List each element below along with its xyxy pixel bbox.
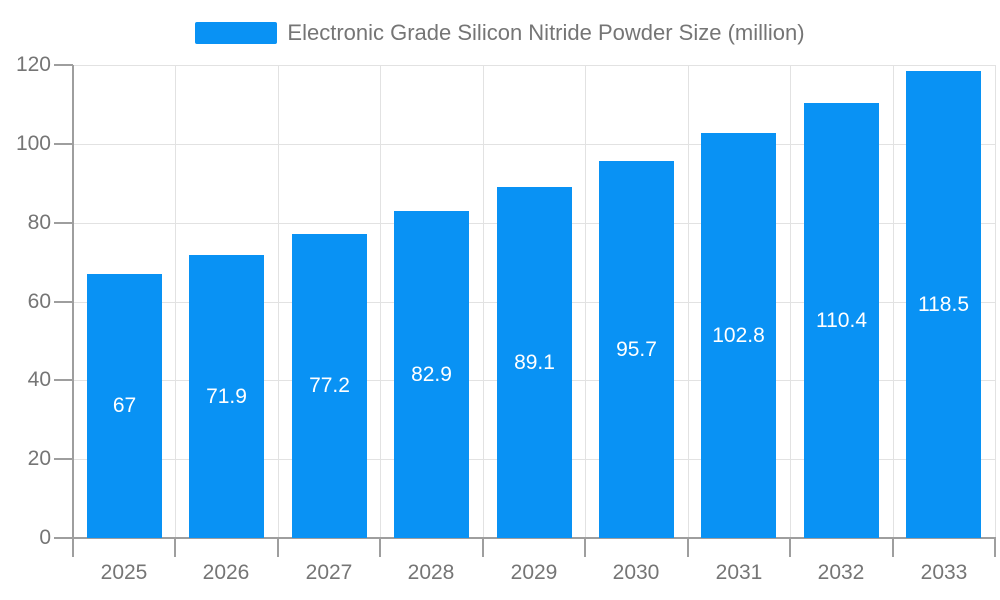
y-axis-tick [54, 379, 73, 381]
x-axis-label: 2025 [100, 561, 148, 584]
legend-swatch[interactable] [195, 22, 278, 44]
chart-legend[interactable]: Electronic Grade Silicon Nitride Powder … [0, 20, 1000, 46]
gridline-horizontal [73, 65, 995, 66]
bar-2030[interactable]: 95.7 [599, 161, 674, 538]
gridline-vertical [483, 65, 484, 538]
legend-label[interactable]: Electronic Grade Silicon Nitride Powder … [287, 20, 805, 45]
bar-2029[interactable]: 89.1 [497, 187, 572, 538]
x-axis-label: 2029 [510, 561, 558, 584]
gridline-vertical [175, 65, 176, 538]
y-axis-label: 40 [27, 368, 51, 391]
gridline-vertical [278, 65, 279, 538]
bar-value-label: 71.9 [206, 384, 247, 408]
x-axis-tick [379, 538, 381, 557]
x-axis-label: 2032 [817, 561, 865, 584]
x-axis-tick [994, 538, 996, 557]
x-axis-tick [174, 538, 176, 557]
bar-2028[interactable]: 82.9 [394, 211, 469, 538]
x-axis-tick [892, 538, 894, 557]
y-axis-label: 0 [39, 526, 51, 549]
x-axis-tick [584, 538, 586, 557]
bar-value-label: 110.4 [816, 308, 867, 332]
y-axis-label: 60 [27, 290, 51, 313]
bar-value-label: 102.8 [712, 323, 765, 347]
x-axis-tick [482, 538, 484, 557]
bar-2033[interactable]: 118.5 [906, 71, 981, 538]
bar-value-label: 82.9 [411, 362, 452, 386]
y-axis-tick [54, 458, 73, 460]
x-axis-label: 2028 [407, 561, 455, 584]
y-axis-line [72, 65, 74, 539]
y-axis-tick [54, 64, 73, 66]
x-axis-label: 2030 [612, 561, 660, 584]
bar-value-label: 118.5 [918, 292, 969, 316]
x-axis-tick [72, 538, 74, 557]
y-axis-label: 100 [15, 132, 51, 155]
bar-value-label: 67 [112, 394, 137, 417]
y-axis-label: 20 [27, 447, 51, 470]
y-axis-tick [54, 143, 73, 145]
bar-2031[interactable]: 102.8 [701, 133, 776, 538]
x-axis-label: 2027 [305, 561, 353, 584]
bar-2025[interactable]: 67 [87, 274, 162, 538]
x-axis-tick [687, 538, 689, 557]
gridline-vertical [688, 65, 689, 538]
y-axis-label: 80 [27, 211, 51, 234]
gridline-vertical [585, 65, 586, 538]
bar-value-label: 77.2 [309, 374, 350, 397]
y-axis-tick [54, 222, 73, 224]
x-axis-label: 2026 [202, 561, 250, 584]
y-axis-label: 120 [15, 53, 51, 76]
x-axis-line [72, 537, 996, 539]
gridline-horizontal [73, 144, 995, 145]
y-axis-tick [54, 301, 73, 303]
x-axis-label: 2031 [715, 561, 763, 584]
x-axis-tick [789, 538, 791, 557]
gridline-vertical [893, 65, 894, 538]
y-axis-tick [54, 537, 73, 539]
gridline-vertical [380, 65, 381, 538]
x-axis-tick [277, 538, 279, 557]
bar-value-label: 89.1 [514, 350, 555, 374]
bar-2027[interactable]: 77.2 [292, 234, 367, 538]
gridline-vertical [995, 65, 996, 538]
gridline-vertical [790, 65, 791, 538]
bar-2026[interactable]: 71.9 [189, 255, 264, 538]
x-axis-label: 2033 [920, 561, 968, 584]
bar-2032[interactable]: 110.4 [804, 103, 879, 538]
bar-value-label: 95.7 [616, 337, 657, 361]
